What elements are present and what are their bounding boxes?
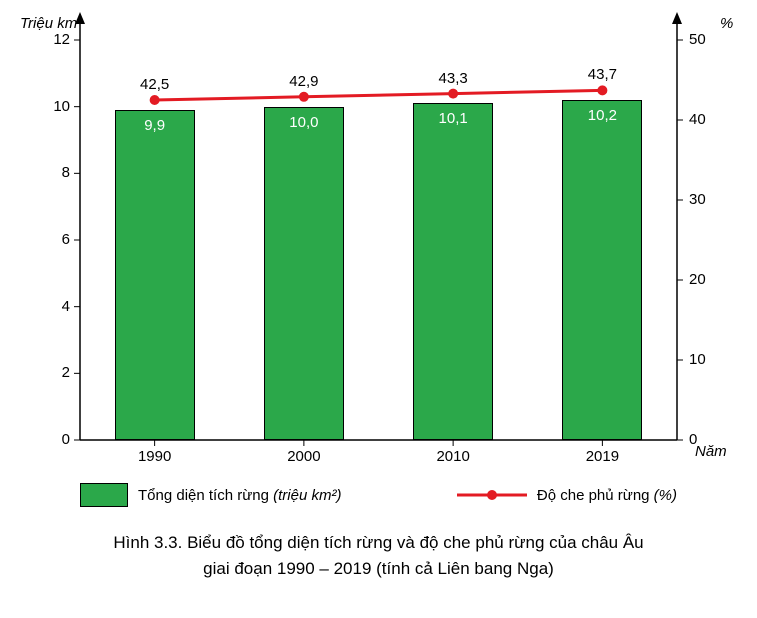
chart-container: Triệu km² % Năm 024681012010203040501990… — [0, 0, 757, 618]
x-tick-label: 2010 — [423, 448, 483, 465]
legend-bar-unit: (triệu km²) — [273, 487, 341, 504]
x-tick-label: 1990 — [125, 448, 185, 465]
y-left-tick-label: 6 — [45, 231, 70, 248]
y-left-tick-label: 8 — [45, 164, 70, 181]
line-value-label: 43,3 — [428, 70, 478, 87]
y-right-axis-title: % — [720, 15, 733, 32]
legend: Tổng diện tích rừng (triệu km²) Độ che p… — [80, 480, 677, 510]
y-right-tick-label: 40 — [689, 111, 706, 128]
y-left-tick-label: 12 — [45, 31, 70, 48]
x-axis-title: Năm — [695, 443, 727, 460]
legend-bar-label: Tổng diện tích rừng (triệu km²) — [138, 487, 341, 504]
line-value-label: 43,7 — [577, 66, 627, 83]
plot-area: 0246810120102030405019909,9200010,020101… — [80, 40, 677, 440]
y-left-tick-label: 2 — [45, 364, 70, 381]
x-tick-label: 2019 — [572, 448, 632, 465]
y-right-tick-label: 30 — [689, 191, 706, 208]
y-right-tick-label: 10 — [689, 351, 706, 368]
caption-line-1: Hình 3.3. Biểu đồ tổng diện tích rừng và… — [0, 530, 757, 556]
caption-line-2: giai đoạn 1990 – 2019 (tính cả Liên bang… — [0, 556, 757, 582]
legend-bar-swatch — [80, 483, 128, 507]
line-value-label: 42,5 — [130, 76, 180, 93]
figure-caption: Hình 3.3. Biểu đồ tổng diện tích rừng và… — [0, 530, 757, 581]
y-right-tick-label: 0 — [689, 431, 697, 448]
y-left-tick-label: 0 — [45, 431, 70, 448]
legend-line-swatch — [457, 485, 527, 505]
legend-line-text: Độ che phủ rừng — [537, 487, 654, 504]
legend-line-unit: (%) — [654, 487, 677, 504]
y-right-tick-label: 20 — [689, 271, 706, 288]
legend-line-label: Độ che phủ rừng (%) — [537, 487, 677, 504]
y-left-tick-label: 4 — [45, 298, 70, 315]
y-left-tick-label: 10 — [45, 98, 70, 115]
y-right-tick-label: 50 — [689, 31, 706, 48]
line-value-label: 42,9 — [279, 73, 329, 90]
y-left-axis-title: Triệu km² — [20, 15, 82, 32]
legend-bar-text: Tổng diện tích rừng — [138, 487, 273, 504]
x-tick-label: 2000 — [274, 448, 334, 465]
